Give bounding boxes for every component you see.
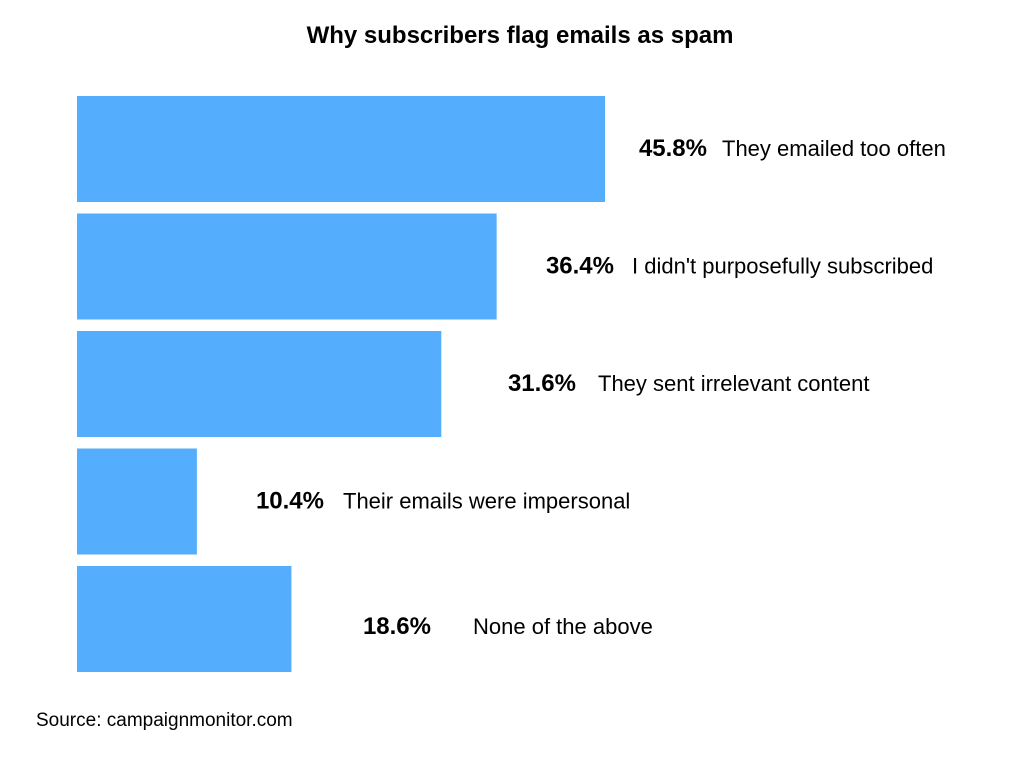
chart-title: Why subscribers flag emails as spam [306, 22, 734, 49]
source-note: Source: campaignmonitor.com [36, 710, 293, 731]
value-label-2: 36.4% [546, 253, 614, 280]
category-label-3: They sent irrelevant content [598, 371, 869, 396]
bar-4 [77, 448, 197, 555]
bar-chart: 45.8% They emailed too often 36.4% I didn't… [77, 96, 946, 672]
bar-2 [77, 213, 497, 320]
bar-3 [77, 331, 442, 437]
bar-1 [77, 96, 605, 202]
bar-5 [77, 566, 292, 672]
value-label-5: 18.6% [363, 613, 431, 640]
category-label-1: They emailed too often [722, 136, 946, 161]
value-label-3: 31.6% [508, 370, 576, 397]
category-label-5: None of the above [473, 614, 653, 639]
category-label-4: Their emails were impersonal [343, 489, 630, 514]
value-label-4: 10.4% [256, 488, 324, 515]
category-label-2: I didn't purposefully subscribed [632, 254, 933, 279]
value-label-1: 45.8% [639, 135, 707, 162]
